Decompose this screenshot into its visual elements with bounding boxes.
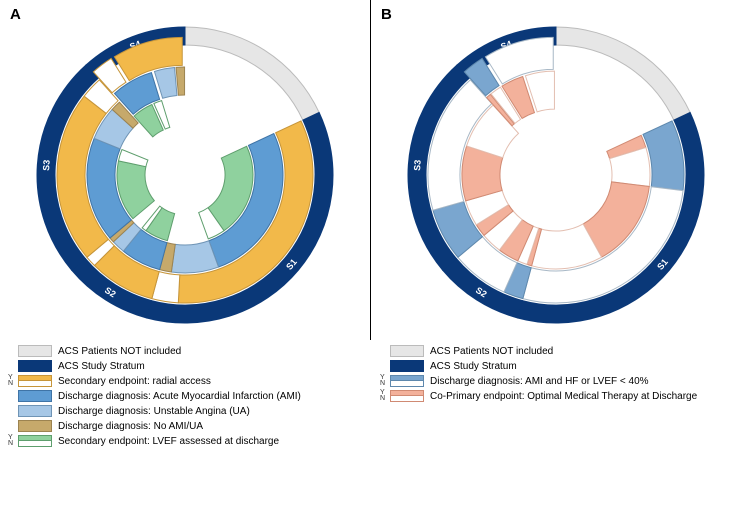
legend-label: Discharge diagnosis: Acute Myocardial In… [58, 391, 301, 402]
legend-label: ACS Study Stratum [430, 361, 517, 372]
legend-item: YN Co-Primary endpoint: Optimal Medical T… [380, 390, 732, 402]
legend-swatch [390, 390, 424, 402]
legend-swatch [18, 405, 52, 417]
legend-swatch [390, 375, 424, 387]
legend-item: YN Discharge diagnosis: AMI and HF or LVE… [380, 375, 732, 387]
legend-swatch [18, 375, 52, 387]
legend-item: YN Secondary endpoint: radial access [8, 375, 360, 387]
legend-label: Secondary endpoint: LVEF assessed at dis… [58, 436, 279, 447]
yn-labels: YN [8, 375, 16, 387]
ring-label: S3 [412, 159, 423, 171]
legend-swatch [18, 420, 52, 432]
panel-a-label: A [10, 6, 21, 23]
sunburst-b: S1S2S3S4 [371, 0, 740, 340]
legend-item: YN Secondary endpoint: LVEF assessed at d… [8, 435, 360, 447]
panel-b-label: B [381, 6, 392, 23]
yn-labels: YN [8, 435, 16, 447]
legend-swatch [18, 345, 52, 357]
ring-label: S3 [41, 159, 52, 171]
legend-label: ACS Patients NOT included [430, 346, 553, 357]
legend-item: Discharge diagnosis: Unstable Angina (UA… [8, 405, 360, 417]
figure: { "panelA": { "label": "A", "chart": { "… [0, 0, 740, 514]
legend-swatch [390, 360, 424, 372]
panel-a: A S1S2S3S4 [0, 0, 370, 340]
panels-row: A S1S2S3S4 B S1S2S3S4 [0, 0, 740, 340]
sunburst-a: S1S2S3S4 [0, 0, 370, 340]
legend-label: Discharge diagnosis: AMI and HF or LVEF … [430, 376, 649, 387]
legend-swatch [390, 345, 424, 357]
sunburst-segment [176, 67, 185, 95]
legend-a: ACS Patients NOT included ACS Study Strat… [8, 342, 360, 450]
legend-item: ACS Study Stratum [8, 360, 360, 372]
legend-item: ACS Patients NOT included [380, 345, 732, 357]
legend-label: Discharge diagnosis: No AMI/UA [58, 421, 203, 432]
legend-label: ACS Patients NOT included [58, 346, 181, 357]
legend-swatch [18, 390, 52, 402]
legend-item: Discharge diagnosis: Acute Myocardial In… [8, 390, 360, 402]
sunburst-segment [185, 27, 319, 120]
legend-label: ACS Study Stratum [58, 361, 145, 372]
legend-swatch [18, 360, 52, 372]
legend-swatch [18, 435, 52, 447]
yn-labels: YN [380, 390, 388, 402]
yn-labels: YN [380, 375, 388, 387]
legend-b: ACS Patients NOT included ACS Study Strat… [380, 342, 732, 450]
panel-b: B S1S2S3S4 [370, 0, 740, 340]
legend-label: Co-Primary endpoint: Optimal Medical The… [430, 391, 697, 402]
sunburst-segment [556, 27, 690, 120]
legend-item: Discharge diagnosis: No AMI/UA [8, 420, 360, 432]
legends-row: ACS Patients NOT included ACS Study Strat… [0, 340, 740, 458]
legend-label: Secondary endpoint: radial access [58, 376, 211, 387]
legend-label: Discharge diagnosis: Unstable Angina (UA… [58, 406, 250, 417]
legend-item: ACS Study Stratum [380, 360, 732, 372]
legend-item: ACS Patients NOT included [8, 345, 360, 357]
